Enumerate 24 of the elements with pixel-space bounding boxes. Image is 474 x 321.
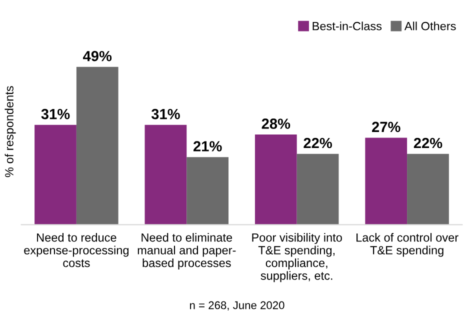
data-label: 31% [41, 108, 70, 120]
bar [407, 154, 449, 225]
data-label: 27% [372, 122, 400, 132]
x-tick-label: Lack of control over T&E spending [356, 233, 458, 257]
data-label: 22% [414, 138, 442, 148]
bar [186, 157, 229, 225]
bar [296, 154, 339, 225]
legend-label: Best-in-Class [312, 22, 382, 30]
bar [144, 124, 187, 225]
bar [34, 124, 76, 225]
x-tick-label: Need to reduce expense-processing costs [24, 233, 129, 268]
y-axis-title: % of respondents [4, 86, 16, 178]
bar [254, 134, 297, 225]
data-label: 49% [83, 50, 112, 62]
data-label: 31% [151, 108, 180, 120]
data-label: 28% [262, 118, 290, 129]
x-tick-label: Poor visibility into T&E spending, compliance, suppliers, etc. [252, 233, 342, 282]
legend-label: All Others [404, 22, 456, 30]
data-label: 22% [304, 138, 332, 148]
bar [76, 66, 118, 225]
data-label: 21% [193, 141, 222, 152]
text: n = 268, June 2020 [190, 301, 284, 310]
bar [365, 138, 408, 225]
x-tick-label: Need to eliminate manual and paper- based processes [138, 233, 236, 270]
